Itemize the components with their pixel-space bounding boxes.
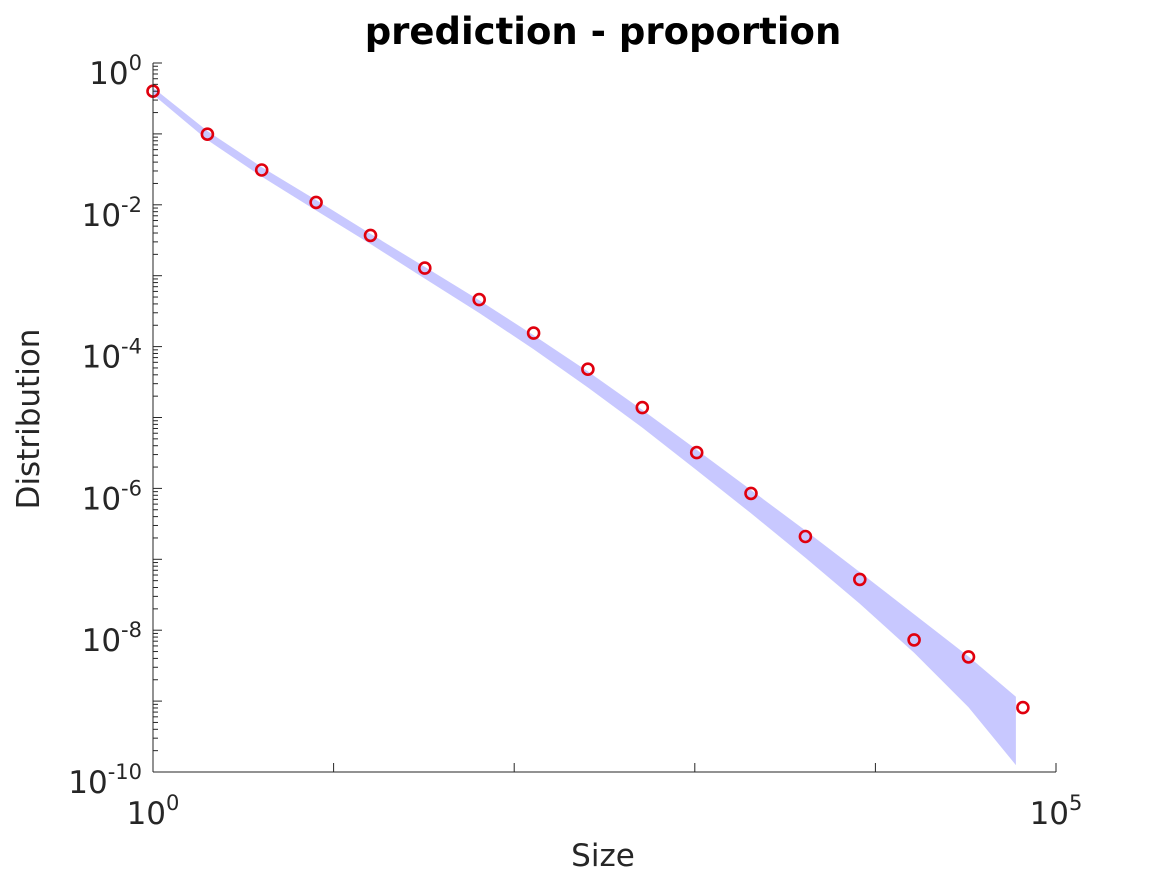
confidence-band-layer [153, 87, 1016, 766]
tick-label: 10-8 [82, 618, 142, 659]
tick-label: 105 [1030, 791, 1083, 832]
data-point [581, 362, 595, 377]
data-point [417, 261, 432, 275]
data-point [363, 228, 378, 243]
data-point [852, 572, 867, 587]
data-point [635, 400, 650, 415]
tick-label: 10-6 [82, 476, 142, 517]
tick-label: 10-10 [68, 760, 142, 801]
x-axis-label: Size [571, 838, 635, 874]
tick-label: 100 [127, 791, 180, 832]
data-point [526, 326, 541, 340]
data-point [907, 633, 921, 647]
confidence-band [153, 87, 1016, 766]
data-point [1016, 700, 1030, 715]
data-point [798, 529, 813, 544]
tick-label: 10-4 [82, 335, 142, 376]
data-point [254, 163, 269, 177]
tick-label: 100 [89, 51, 142, 92]
data-point [689, 445, 704, 460]
data-markers [146, 84, 1030, 715]
chart-title: prediction - proportion [365, 10, 842, 53]
data-point [744, 486, 758, 501]
y-axis-label: Distribution [11, 329, 47, 510]
data-point [200, 127, 215, 141]
tick-label: 10-2 [82, 193, 142, 234]
data-point [309, 195, 323, 210]
data-point [472, 292, 487, 307]
axes [152, 62, 1057, 773]
data-point [961, 650, 976, 664]
